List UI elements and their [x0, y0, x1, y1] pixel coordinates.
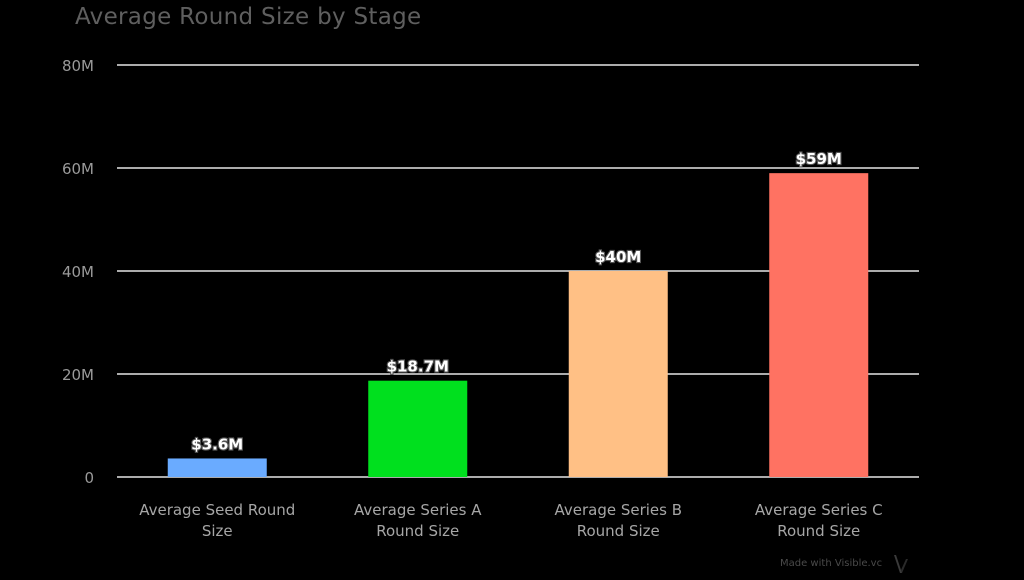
bar-2 — [368, 380, 468, 477]
x-tick-label: Average Series C — [755, 501, 883, 519]
y-tick-label: 0 — [84, 469, 94, 487]
x-tick-label: Size — [202, 522, 233, 540]
y-tick-label: 60M — [62, 160, 94, 178]
chart-title: Average Round Size by Stage — [75, 4, 422, 30]
data-label: $59M — [796, 150, 842, 168]
data-label: $18.7M — [387, 358, 449, 376]
x-tick-label: Average Series B — [554, 501, 682, 519]
data-label: $40M — [595, 248, 641, 266]
y-tick-label: 20M — [62, 366, 94, 384]
data-label: $3.6M — [191, 435, 243, 453]
x-tick-label: Average Series A — [354, 501, 482, 519]
visible-logo-icon — [894, 555, 908, 573]
y-tick-label: 40M — [62, 263, 94, 281]
bar-4 — [769, 173, 869, 477]
bar-3 — [568, 271, 668, 477]
y-tick-label: 80M — [62, 57, 94, 75]
x-tick-label: Round Size — [577, 522, 660, 540]
watermark-text: Made with Visible.vc — [780, 558, 883, 569]
bar-1 — [167, 458, 267, 477]
x-tick-label: Average Seed Round — [139, 501, 295, 519]
x-tick-label: Round Size — [376, 522, 459, 540]
x-tick-label: Round Size — [777, 522, 860, 540]
